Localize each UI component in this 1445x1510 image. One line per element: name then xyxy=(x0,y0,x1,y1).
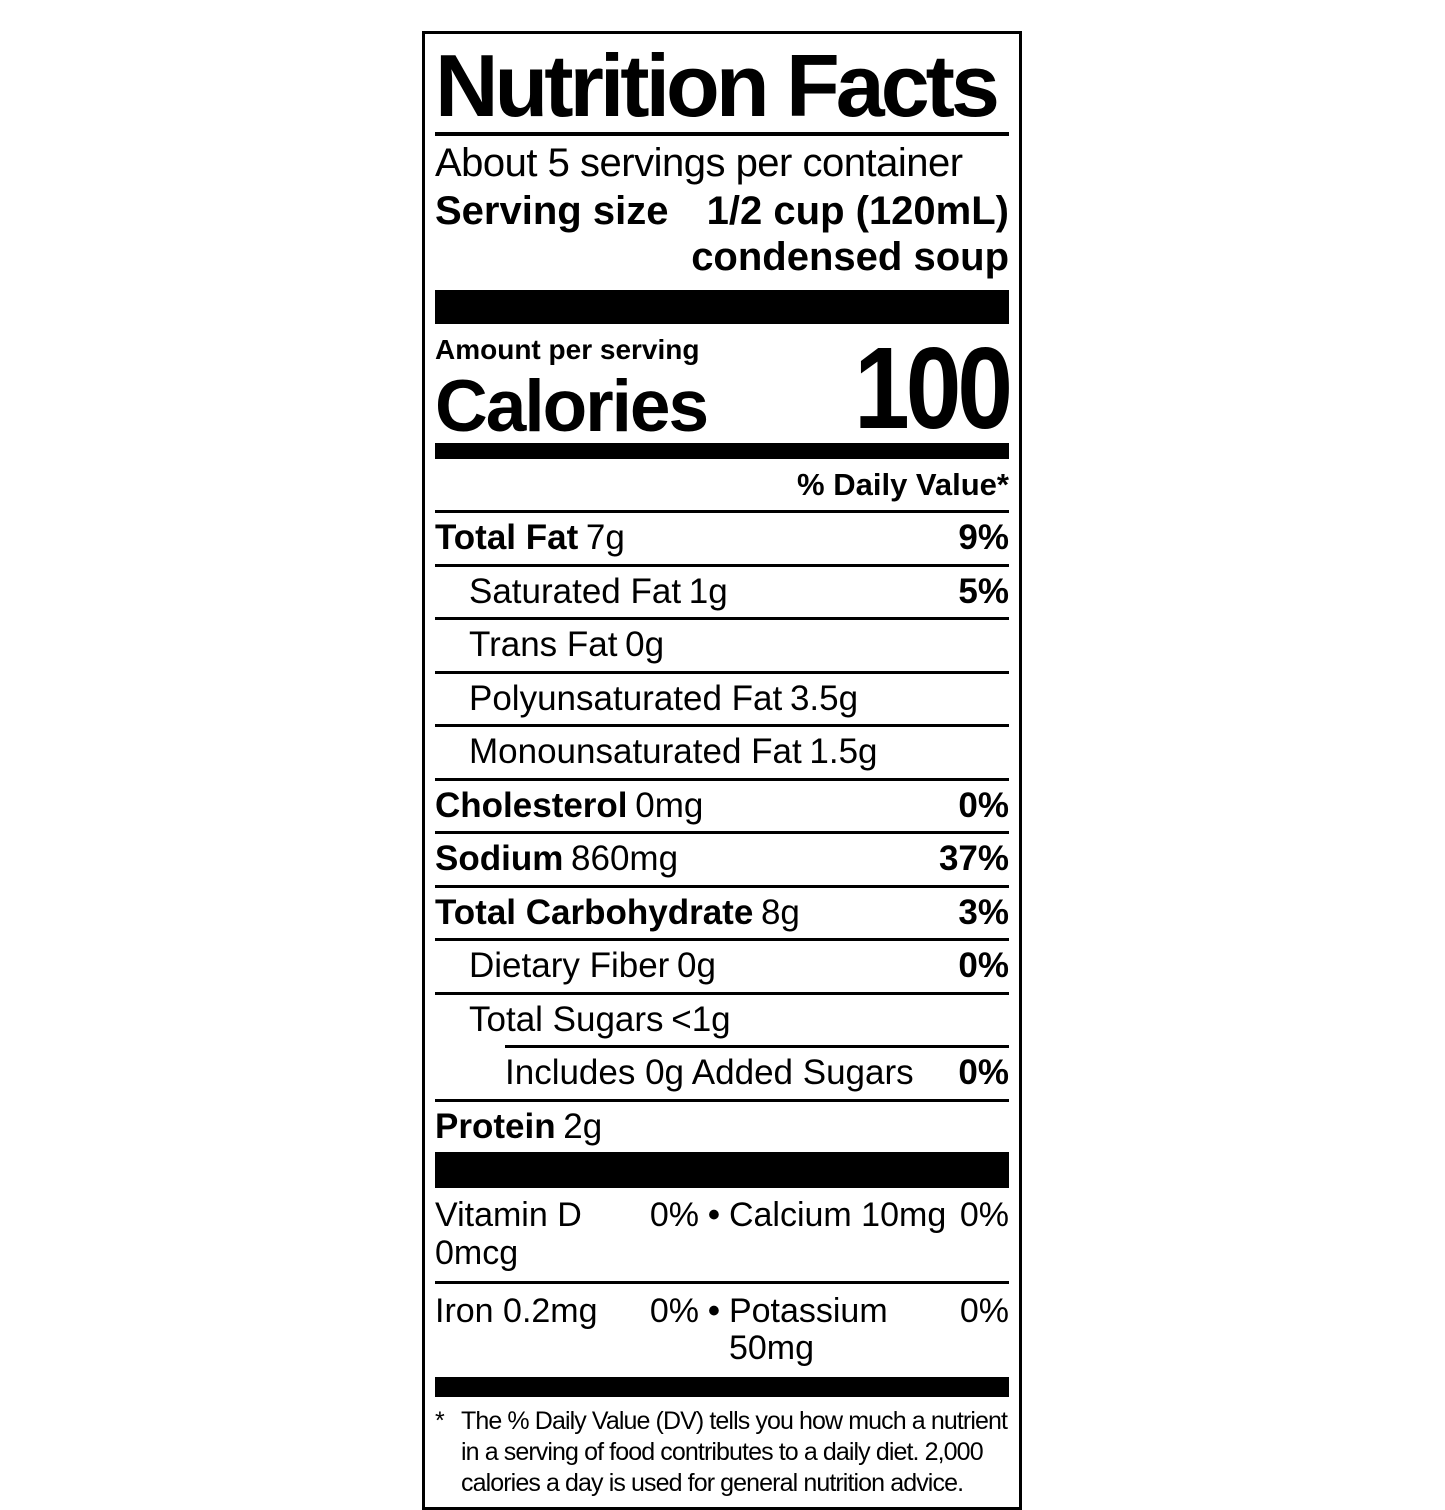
serving-size-value: 1/2 cup (120mL) condensed soup xyxy=(691,189,1009,279)
nutrient-row: Cholesterol 0mg 0% xyxy=(435,777,1009,832)
micronutrient-daily-value: 0% xyxy=(959,1196,1009,1235)
amount-per-serving-label: Amount per serving xyxy=(435,334,700,365)
nutrient-amount: 0g xyxy=(625,625,665,665)
nutrient-name-and-amount: Protein 2g xyxy=(435,1106,603,1147)
micronutrient-left-pair: Iron 0.2mg 0% xyxy=(435,1291,700,1330)
nutrient-daily-value: 5% xyxy=(958,571,1009,611)
nutrient-amount: 0mg xyxy=(635,785,704,825)
nutrient-name: Includes 0g Added Sugars xyxy=(505,1053,914,1093)
micronutrient-row: Vitamin D 0mcg 0% • Calcium 10mg 0% xyxy=(435,1188,1009,1281)
micronutrient-table: Vitamin D 0mcg 0% • Calcium 10mg 0% Iron… xyxy=(435,1188,1009,1377)
section-divider-bar xyxy=(435,290,1009,324)
nutrient-name-and-amount: Trans Fat 0g xyxy=(435,625,665,665)
nutrient-amount: 7g xyxy=(585,518,625,558)
nutrient-name-and-amount: Saturated Fat 1g xyxy=(435,571,728,612)
nutrient-row: Sodium 860mg 37% xyxy=(435,831,1009,885)
nutrient-daily-value: 0% xyxy=(958,785,1009,825)
nutrient-name: Cholesterol xyxy=(435,785,628,825)
nutrient-amount: 8g xyxy=(760,892,800,932)
nutrient-amount: <1g xyxy=(671,999,731,1039)
label-title: Nutrition Facts xyxy=(435,42,1009,136)
nutrient-name: Polyunsaturated Fat xyxy=(469,678,783,718)
serving-size-label: Serving size xyxy=(435,189,669,233)
micronutrient-daily-value: 0% xyxy=(649,1291,700,1330)
nutrient-name-and-amount: Total Fat 7g xyxy=(435,518,625,558)
serving-size-row: Serving size 1/2 cup (120mL) condensed s… xyxy=(435,186,1009,280)
nutrient-name: Total Sugars xyxy=(469,999,664,1039)
micronutrient-right-pair: Potassium 50mg 0% xyxy=(728,1291,1009,1368)
nutrient-name: Total Carbohydrate xyxy=(435,892,754,932)
calories-left-column: Amount per serving Calories xyxy=(435,334,709,448)
section-divider-bar xyxy=(435,1376,1009,1397)
nutrient-name: Monounsaturated Fat xyxy=(469,732,802,772)
footnote-asterisk: * xyxy=(435,1406,445,1435)
nutrition-facts-label: Nutrition Facts About 5 servings per con… xyxy=(422,31,1022,1510)
nutrient-row: Dietary Fiber 0g 0% xyxy=(435,938,1009,992)
nutrient-row: Includes 0g Added Sugars 0% xyxy=(505,1045,1009,1099)
section-divider-bar xyxy=(435,443,1009,460)
micronutrient-name: Calcium 10mg xyxy=(728,1196,947,1235)
nutrient-amount: 860mg xyxy=(571,839,679,879)
micronutrient-name: Potassium 50mg xyxy=(728,1291,888,1368)
calories-value: 100 xyxy=(854,323,1013,454)
bullet-separator: • xyxy=(708,1291,720,1330)
nutrient-row: Trans Fat 0g xyxy=(435,617,1009,671)
nutrient-row: Total Fat 7g 9% xyxy=(435,510,1009,564)
nutrient-row: Polyunsaturated Fat 3.5g xyxy=(435,670,1009,725)
nutrient-name-and-amount: Includes 0g Added Sugars xyxy=(505,1053,914,1093)
nutrient-amount: 3.5g xyxy=(789,678,859,718)
calories-section: Amount per serving Calories 100 xyxy=(435,323,1013,454)
bullet-separator: • xyxy=(708,1196,720,1235)
micronutrient-name: Vitamin D 0mcg xyxy=(435,1196,582,1272)
nutrient-name-and-amount: Monounsaturated Fat 1.5g xyxy=(435,732,878,772)
nutrient-name-and-amount: Total Sugars <1g xyxy=(435,999,731,1040)
nutrient-row: Saturated Fat 1g 5% xyxy=(435,563,1009,618)
daily-value-footnote: * The % Daily Value (DV) tells you how m… xyxy=(435,1397,1009,1499)
servings-per-container: About 5 servings per container xyxy=(435,141,963,185)
nutrient-name: Trans Fat xyxy=(469,625,618,665)
micronutrient-name: Iron 0.2mg xyxy=(435,1291,598,1330)
nutrient-name-and-amount: Sodium 860mg xyxy=(435,839,679,879)
micronutrient-row: Iron 0.2mg 0% • Potassium 50mg 0% xyxy=(435,1280,1009,1377)
nutrient-daily-value: 9% xyxy=(958,518,1009,558)
micronutrient-right-pair: Calcium 10mg 0% xyxy=(728,1196,1009,1235)
micronutrient-daily-value: 0% xyxy=(959,1291,1009,1330)
footnote-text: The % Daily Value (DV) tells you how muc… xyxy=(461,1406,1008,1497)
nutrient-name: Protein xyxy=(435,1106,556,1146)
nutrient-name-and-amount: Total Carbohydrate 8g xyxy=(435,892,800,933)
micronutrient-daily-value: 0% xyxy=(649,1196,700,1235)
nutrient-name-and-amount: Cholesterol 0mg xyxy=(435,785,704,826)
nutrient-name: Dietary Fiber xyxy=(469,946,670,986)
nutrient-daily-value: 3% xyxy=(958,892,1009,932)
nutrient-amount: 1.5g xyxy=(809,732,878,772)
nutrient-daily-value: 0% xyxy=(958,1053,1009,1093)
nutrient-name: Sodium xyxy=(435,839,564,879)
nutrient-amount: 2g xyxy=(563,1106,603,1146)
nutrient-amount: 0g xyxy=(677,946,716,986)
nutrient-amount: 1g xyxy=(688,571,728,611)
section-divider-bar xyxy=(435,1152,1009,1189)
micronutrient-left-pair: Vitamin D 0mcg 0% xyxy=(435,1197,699,1272)
calories-label: Calories xyxy=(435,366,709,448)
nutrient-name-and-amount: Dietary Fiber 0g xyxy=(435,946,716,986)
nutrient-name: Total Fat xyxy=(435,518,579,558)
nutrient-row: Monounsaturated Fat 1.5g xyxy=(435,724,1009,778)
page-background: Nutrition Facts About 5 servings per con… xyxy=(422,31,1022,1510)
nutrient-name-and-amount: Polyunsaturated Fat 3.5g xyxy=(435,678,859,719)
nutrient-daily-value: 0% xyxy=(958,946,1009,986)
nutrient-table: Total Fat 7g 9% Saturated Fat 1g 5% Trans … xyxy=(435,510,1009,1152)
nutrient-row: Total Carbohydrate 8g 3% xyxy=(435,884,1009,939)
nutrient-daily-value: 37% xyxy=(938,839,1009,879)
daily-value-header: % Daily Value* xyxy=(797,467,1009,503)
nutrient-name: Saturated Fat xyxy=(469,571,682,611)
nutrient-row: Total Sugars <1g xyxy=(435,991,1009,1046)
nutrient-row: Protein 2g xyxy=(435,1098,1009,1153)
